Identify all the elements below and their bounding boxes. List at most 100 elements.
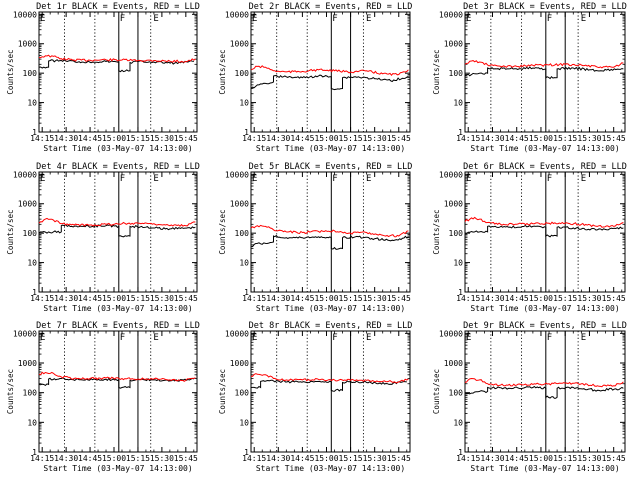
x-tick-label: 15:00 [314,134,338,143]
y-tick-label: 1 [244,288,249,297]
x-tick-label: 15:45 [387,294,411,303]
lld-series-line [250,65,409,76]
x-tick-label: 14:30 [480,294,504,303]
y-tick-label: 10 [453,259,463,268]
panel-title: Det 8r BLACK = Events, RED = LLD [249,321,413,331]
y-tick-label: 10000 [439,10,463,19]
x-tick-label: 14:30 [480,454,504,463]
x-tick-label: 15:45 [174,294,198,303]
x-tick-label: 14:15 [242,294,266,303]
events-series-line [464,66,624,80]
y-tick-label: 10000 [439,329,463,338]
y-tick-label: 100 [449,69,464,78]
x-tick-label: 15:30 [363,134,387,143]
x-axis-label: Start Time (03-May-07 14:13:00) [43,464,192,473]
events-series-line [251,234,409,250]
x-tick-label: 14:45 [78,294,102,303]
x-tick-label: 15:45 [602,134,626,143]
x-tick-label: 15:30 [577,134,601,143]
y-tick-label: 10 [27,99,37,108]
detector-panel: Det 3r BLACK = Events, RED = LLD 1 10 100 10… [432,2,627,153]
x-tick-label: 14:30 [54,294,78,303]
y-tick-label: 1000 [444,40,463,49]
y-tick-label: 100 [235,69,250,78]
y-tick-label: 1000 [230,359,249,368]
y-axis-label: Counts/sec [432,369,441,414]
y-tick-label: 1 [32,288,37,297]
flag-label: F [547,14,552,24]
plot-frame [250,171,411,293]
detector-panel: Det 6r BLACK = Events, RED = LLD 1 10 100 10… [432,162,627,313]
lld-series-line [38,217,196,227]
flag-label: E [252,174,257,184]
flag-label: F [332,333,337,343]
y-axis-label: Counts/sec [432,209,441,254]
x-tick-label: 15:30 [577,454,601,463]
flag-label: E [581,174,586,184]
y-tick-label: 1000 [18,200,37,209]
flag-label: F [332,14,337,24]
x-tick-label: 15:30 [577,294,601,303]
y-tick-label: 1000 [230,200,249,209]
x-tick-label: 14:45 [290,134,314,143]
x-tick-label: 14:45 [290,294,314,303]
lld-series-line [464,60,624,69]
x-tick-label: 14:15 [30,294,54,303]
plot-frame [464,171,626,293]
y-tick-label: 100 [235,229,250,238]
x-tick-label: 14:15 [456,134,480,143]
flag-label: F [120,174,125,184]
x-tick-label: 15:00 [529,294,553,303]
x-tick-label: 15:45 [602,294,626,303]
detector-panel: Det 2r BLACK = Events, RED = LLD 1 10 100 10… [218,2,412,153]
lld-series-line [464,216,624,228]
x-tick-label: 15:30 [363,454,387,463]
x-axis-label: Start Time (03-May-07 14:13:00) [470,464,619,473]
x-tick-label: 14:30 [266,294,290,303]
flag-label: E [581,14,586,24]
x-tick-label: 15:15 [126,294,150,303]
flag-label: E [153,333,158,343]
y-tick-label: 10 [453,99,463,108]
x-tick-label: 15:00 [314,294,338,303]
x-tick-label: 15:15 [126,134,150,143]
detector-panel: Det 5r BLACK = Events, RED = LLD 1 10 100 10… [218,162,412,313]
panel-title: Det 5r BLACK = Events, RED = LLD [249,162,413,172]
x-tick-label: 15:45 [387,454,411,463]
x-tick-label: 14:15 [456,294,480,303]
y-axis-label: Counts/sec [6,369,15,414]
x-tick-label: 15:45 [602,454,626,463]
x-tick-label: 14:15 [30,134,54,143]
x-tick-label: 15:30 [150,294,174,303]
events-series-line [464,385,624,399]
x-tick-label: 14:45 [78,454,102,463]
flag-label: E [466,14,471,24]
y-tick-label: 10000 [13,10,37,19]
y-tick-label: 1 [244,448,249,457]
x-tick-label: 15:00 [529,454,553,463]
x-axis-label: Start Time (03-May-07 14:13:00) [470,144,619,153]
x-tick-label: 15:00 [314,454,338,463]
y-tick-label: 10000 [13,329,37,338]
flag-label: E [153,174,158,184]
x-axis-label: Start Time (03-May-07 14:13:00) [256,304,405,313]
x-tick-label: 14:15 [30,454,54,463]
flag-label: E [153,14,158,24]
detector-panel: Det 7r BLACK = Events, RED = LLD 1 10 100 10… [6,321,200,473]
panel-title: Det 7r BLACK = Events, RED = LLD [36,321,200,331]
flag-label: E [252,14,257,24]
detector-panel: Det 8r BLACK = Events, RED = LLD 1 10 100 10… [218,321,412,473]
flag-label: E [581,333,586,343]
y-tick-label: 10 [27,259,37,268]
events-series-line [38,224,196,238]
x-tick-label: 15:00 [102,294,126,303]
flag-label: E [252,333,257,343]
events-series-line [464,224,624,238]
x-tick-label: 15:15 [553,134,577,143]
y-tick-label: 1 [32,128,37,137]
x-tick-label: 15:15 [339,134,363,143]
x-tick-label: 14:15 [456,454,480,463]
lld-series-line [250,224,409,238]
y-axis-label: Counts/sec [432,49,441,94]
